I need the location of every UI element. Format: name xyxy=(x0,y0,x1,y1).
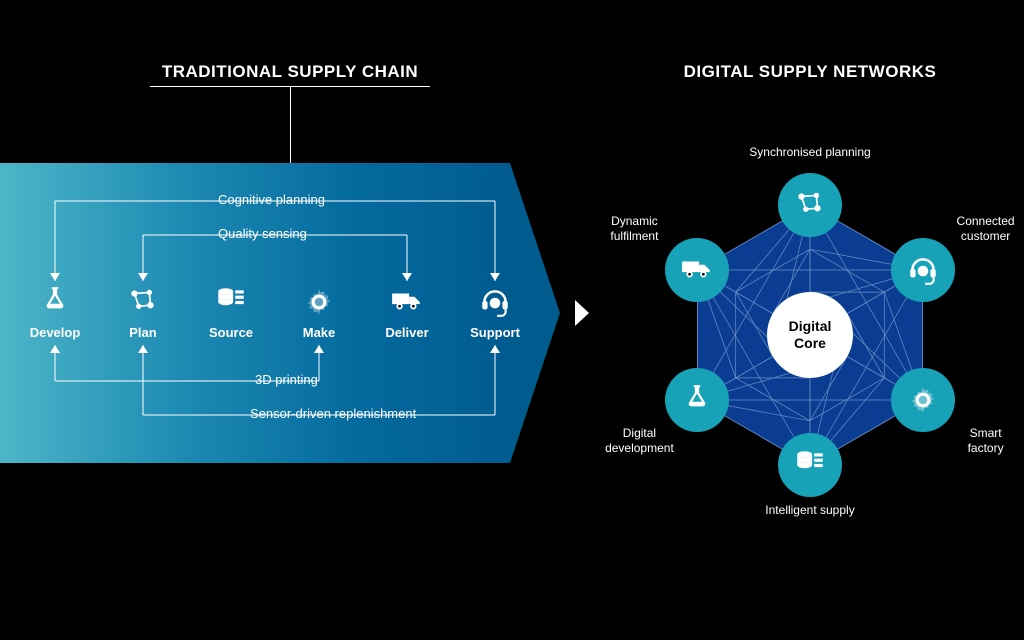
node-label-sync: Synchronised planning xyxy=(745,145,875,160)
db-icon xyxy=(793,448,827,482)
flask-icon xyxy=(680,383,714,417)
nodes-icon xyxy=(793,188,827,222)
node-factory xyxy=(891,368,955,432)
step-label: Deliver xyxy=(372,325,442,340)
node-label-supply: Intelligent supply xyxy=(745,503,875,518)
step-source: Source xyxy=(196,285,266,340)
right-title: DIGITAL SUPPLY NETWORKS xyxy=(640,62,980,82)
truck-icon xyxy=(680,253,714,287)
step-develop: Develop xyxy=(20,285,90,340)
gear-icon xyxy=(906,383,940,417)
node-label-dev: Digitaldevelopment xyxy=(589,426,689,456)
gear-icon xyxy=(294,285,344,319)
step-label: Make xyxy=(284,325,354,340)
headset-icon xyxy=(470,285,520,319)
traditional-banner: Develop Plan Source Make Deliver Support Cogni… xyxy=(0,163,560,463)
digital-network: DigitalCore Synchronised planningConnect… xyxy=(620,125,1000,545)
step-label: Support xyxy=(460,325,530,340)
left-title-stem xyxy=(290,86,291,163)
flask-icon xyxy=(30,285,80,319)
step-label: Develop xyxy=(20,325,90,340)
step-label: Source xyxy=(196,325,266,340)
transition-arrow-icon xyxy=(575,300,589,326)
step-make: Make xyxy=(284,285,354,340)
nodes-icon xyxy=(118,285,168,319)
core-label: DigitalCore xyxy=(789,318,832,352)
step-plan: Plan xyxy=(108,285,178,340)
step-deliver: Deliver xyxy=(372,285,442,340)
node-fulfil xyxy=(665,238,729,302)
step-support: Support xyxy=(460,285,530,340)
db-icon xyxy=(206,285,256,319)
flow-label-3dprint: 3D printing xyxy=(255,372,318,387)
node-cust xyxy=(891,238,955,302)
node-label-factory: Smartfactory xyxy=(941,426,1024,456)
flow-label-quality: Quality sensing xyxy=(218,226,307,241)
headset-icon xyxy=(906,253,940,287)
truck-icon xyxy=(382,285,432,319)
node-label-fulfil: Dynamicfulfilment xyxy=(589,214,679,244)
flow-label-sensor: Sensor-driven replenishment xyxy=(250,406,416,421)
step-label: Plan xyxy=(108,325,178,340)
node-dev xyxy=(665,368,729,432)
node-supply xyxy=(778,433,842,497)
digital-core: DigitalCore xyxy=(767,292,853,378)
node-sync xyxy=(778,173,842,237)
node-label-cust: Connectedcustomer xyxy=(941,214,1024,244)
left-title: TRADITIONAL SUPPLY CHAIN xyxy=(140,62,440,82)
flow-label-cognitive: Cognitive planning xyxy=(218,192,325,207)
